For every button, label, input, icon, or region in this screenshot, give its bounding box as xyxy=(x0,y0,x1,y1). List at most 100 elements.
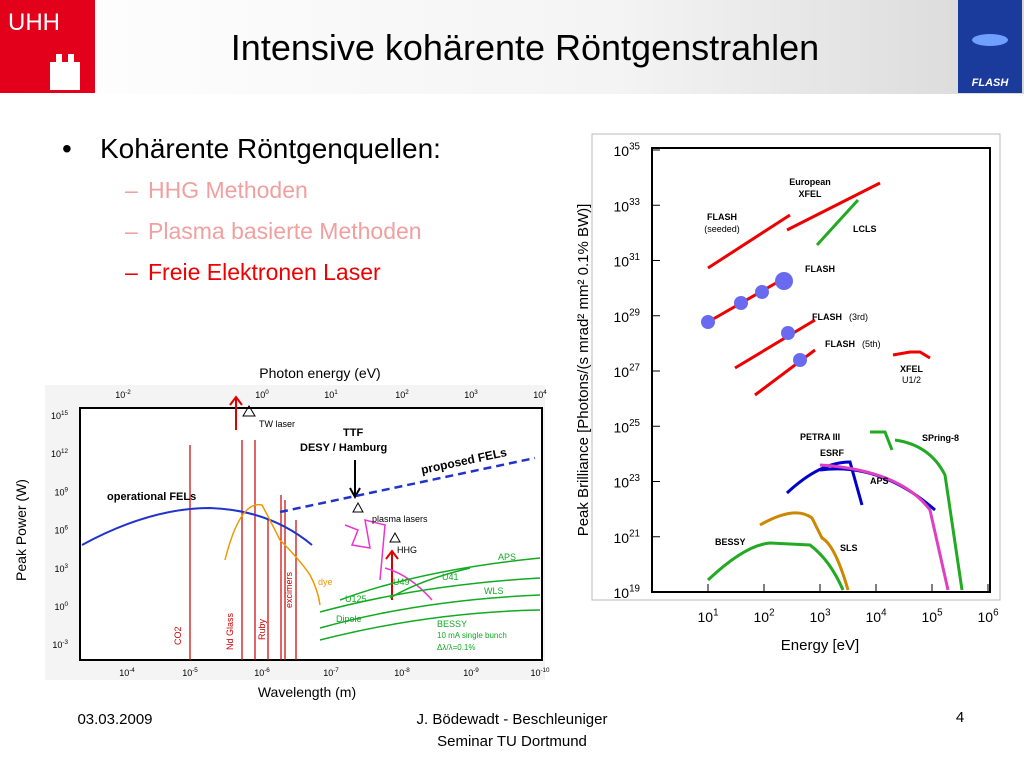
plot-box xyxy=(79,407,543,661)
tick-exp: 2 xyxy=(769,608,774,619)
y-tick-label: 1015 xyxy=(51,410,69,421)
tick-exp: 6 xyxy=(64,525,68,532)
figure-label: U125 xyxy=(345,594,367,604)
flash-logo-swirl xyxy=(972,34,1008,46)
tick-base: 10 xyxy=(323,668,333,678)
tick-base: 10 xyxy=(182,668,192,678)
bottom-tick-label: 10-10 xyxy=(530,667,550,678)
sub-bullet-dash: – xyxy=(125,177,138,203)
top-axis-label: Photon energy (eV) xyxy=(259,365,380,381)
tick-base: 10 xyxy=(254,668,264,678)
tick-exp: 12 xyxy=(61,448,69,455)
header-bar xyxy=(0,0,1024,94)
curve xyxy=(81,506,313,546)
tick-base: 10 xyxy=(395,390,405,400)
tick-base: 10 xyxy=(533,390,543,400)
figure-label: excimers xyxy=(284,571,294,608)
curves xyxy=(319,557,541,641)
footer-date: 03.03.2009 xyxy=(77,711,152,728)
tick-exp: 4 xyxy=(543,389,547,396)
sub-bullet-dash: – xyxy=(125,259,138,285)
tick-exp: -10 xyxy=(540,667,550,674)
tick-exp: -7 xyxy=(333,667,339,674)
curve xyxy=(279,456,536,514)
curve xyxy=(785,460,864,506)
point xyxy=(781,326,795,340)
tick-base: 10 xyxy=(614,254,630,270)
tick-base: 10 xyxy=(54,487,64,497)
sub-bullet: Plasma basierte Methoden xyxy=(148,218,422,244)
figure-label: dye xyxy=(318,577,333,587)
tick-base: 10 xyxy=(614,364,630,380)
tick-base: 10 xyxy=(54,564,64,574)
y-tick-label: 1025 xyxy=(614,418,641,435)
y-tick-label: 1035 xyxy=(614,142,641,159)
curve xyxy=(786,181,881,232)
tick-exp: 23 xyxy=(629,473,640,484)
tick-base: 10 xyxy=(119,668,129,678)
curve xyxy=(870,430,964,591)
y-tick-label: 1033 xyxy=(614,197,641,214)
tick-base: 10 xyxy=(115,390,125,400)
tick-exp: 4 xyxy=(881,608,887,619)
tick-exp: 3 xyxy=(825,608,831,619)
figure-label: U49 xyxy=(393,577,410,587)
footer-author: J. Bödewadt - Beschleuniger xyxy=(417,711,608,728)
figure-label: Ruby xyxy=(257,618,267,640)
figure-label: TTF xyxy=(343,427,363,439)
uhh-text: UHH xyxy=(8,9,60,36)
curve xyxy=(734,318,816,370)
y-tick-label: 1012 xyxy=(51,448,69,459)
x-tick-label: 104 xyxy=(865,608,887,625)
tick-exp: 1 xyxy=(713,608,718,619)
tick-base: 10 xyxy=(394,668,404,678)
tick-base: 10 xyxy=(54,602,64,612)
x-axis-label: Energy [eV] xyxy=(781,637,859,654)
bullet-dot: • xyxy=(62,133,72,164)
tick-base: 10 xyxy=(809,609,825,625)
tick-base: 10 xyxy=(463,668,473,678)
y-tick-label: 106 xyxy=(54,525,68,536)
y-tick-label: 1019 xyxy=(614,584,640,601)
figure-label: FLASH xyxy=(805,264,835,274)
tick-exp: 25 xyxy=(629,418,640,429)
tick-base: 10 xyxy=(54,526,64,536)
curve xyxy=(759,511,850,591)
curve xyxy=(892,350,931,360)
tick-exp: 6 xyxy=(993,608,999,619)
figure-label: APS xyxy=(498,552,516,562)
tick-exp: 1 xyxy=(334,389,338,396)
tick-base: 10 xyxy=(324,390,334,400)
figure-label: LCLS xyxy=(853,224,877,234)
tick-exp: 21 xyxy=(629,528,640,539)
castle xyxy=(50,54,80,90)
figure-label: TW laser xyxy=(259,419,295,429)
tick-exp: 31 xyxy=(629,252,640,263)
tick-exp: 29 xyxy=(629,307,640,318)
tick-base: 10 xyxy=(255,390,265,400)
figure-label: Nd Glass xyxy=(225,612,235,650)
tick-exp: 27 xyxy=(629,363,640,374)
figure-label: (5th) xyxy=(862,339,881,349)
figure-label: U41 xyxy=(442,572,459,582)
figure-label: plasma lasers xyxy=(372,514,428,524)
tick-exp: 0 xyxy=(64,601,68,608)
figure-label: (3rd) xyxy=(849,312,868,322)
tick-exp: 2 xyxy=(405,389,409,396)
figure-label: SLS xyxy=(840,543,858,553)
figure-label: U1/2 xyxy=(902,375,921,385)
tick-exp: 3 xyxy=(64,563,68,570)
tick-base: 10 xyxy=(614,419,630,435)
figure-label: XFEL xyxy=(900,364,924,374)
y-axis-label: Peak Brilliance [Photons/(s mrad² mm² 0.… xyxy=(575,204,592,537)
tick-exp: 3 xyxy=(474,389,478,396)
figure-label: BESSY xyxy=(437,619,467,629)
tick-base: 10 xyxy=(464,390,474,400)
tick-base: 10 xyxy=(753,609,769,625)
figure-label: FLASH xyxy=(812,312,842,322)
arrow xyxy=(349,460,361,500)
bottom-tick-label: 10-4 xyxy=(119,667,135,678)
x-tick-label: 101 xyxy=(697,608,718,625)
tick-exp: -9 xyxy=(473,667,479,674)
